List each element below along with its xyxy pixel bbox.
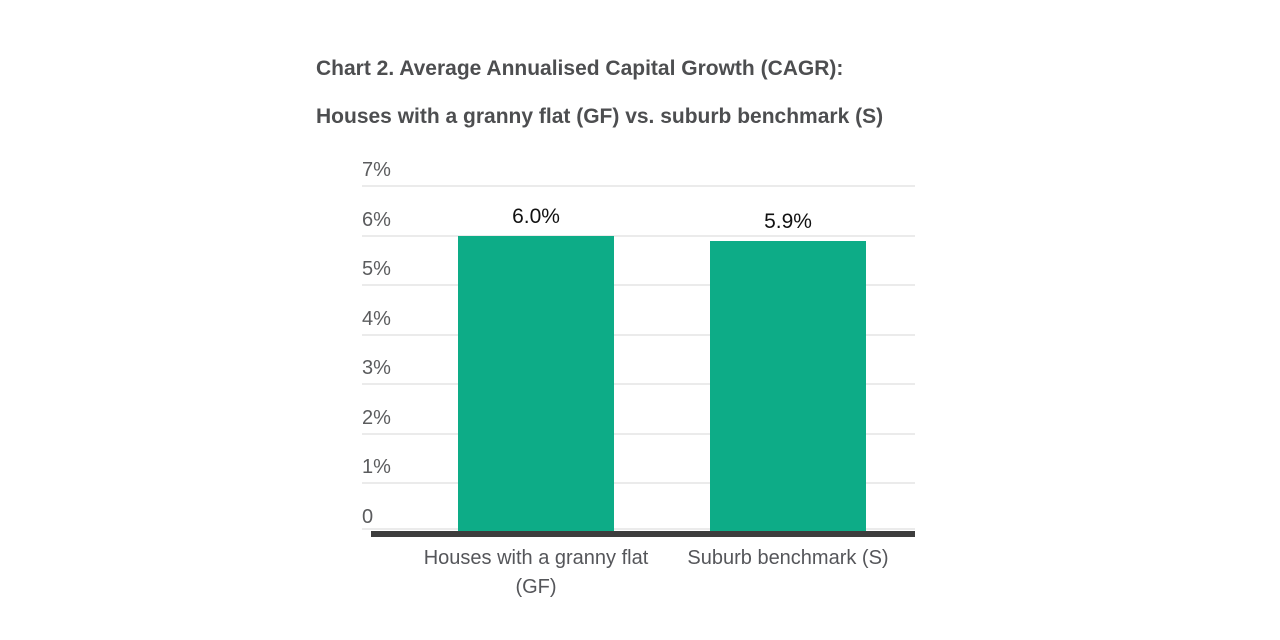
y-axis-tick-label: 2% [362,407,391,429]
y-axis-tick-label: 6% [362,209,391,231]
y-axis-tick-label: 7% [362,159,391,181]
y-axis-tick-label: 4% [362,308,391,330]
chart-title-line-1: Chart 2. Average Annualised Capital Grow… [316,57,844,80]
horizontal-gridline [362,334,915,336]
chart-title-line-2: Houses with a granny flat (GF) vs. subur… [316,105,884,128]
chart-title: Chart 2. Average Annualised Capital Grow… [316,45,883,141]
bar-value-label: 5.9% [764,210,812,233]
horizontal-gridline [362,482,915,484]
x-axis-category-label: Suburb benchmark (S) [687,547,889,569]
x-axis-line [371,531,915,537]
horizontal-gridline [362,284,915,286]
x-axis-category-label: Houses with a granny flat (GF) [423,547,649,598]
horizontal-gridline [362,383,915,385]
bar [710,241,866,533]
horizontal-gridline [362,185,915,187]
y-axis-tick-label: 5% [362,258,391,280]
bar-value-label: 6.0% [512,205,560,228]
y-axis-tick-label: 3% [362,357,391,379]
horizontal-gridline [362,528,915,530]
bar [458,236,614,533]
y-axis-tick-label: 0 [362,506,374,528]
y-axis-tick-label: 1% [362,456,391,478]
horizontal-gridline [362,433,915,435]
horizontal-gridline [362,235,915,237]
